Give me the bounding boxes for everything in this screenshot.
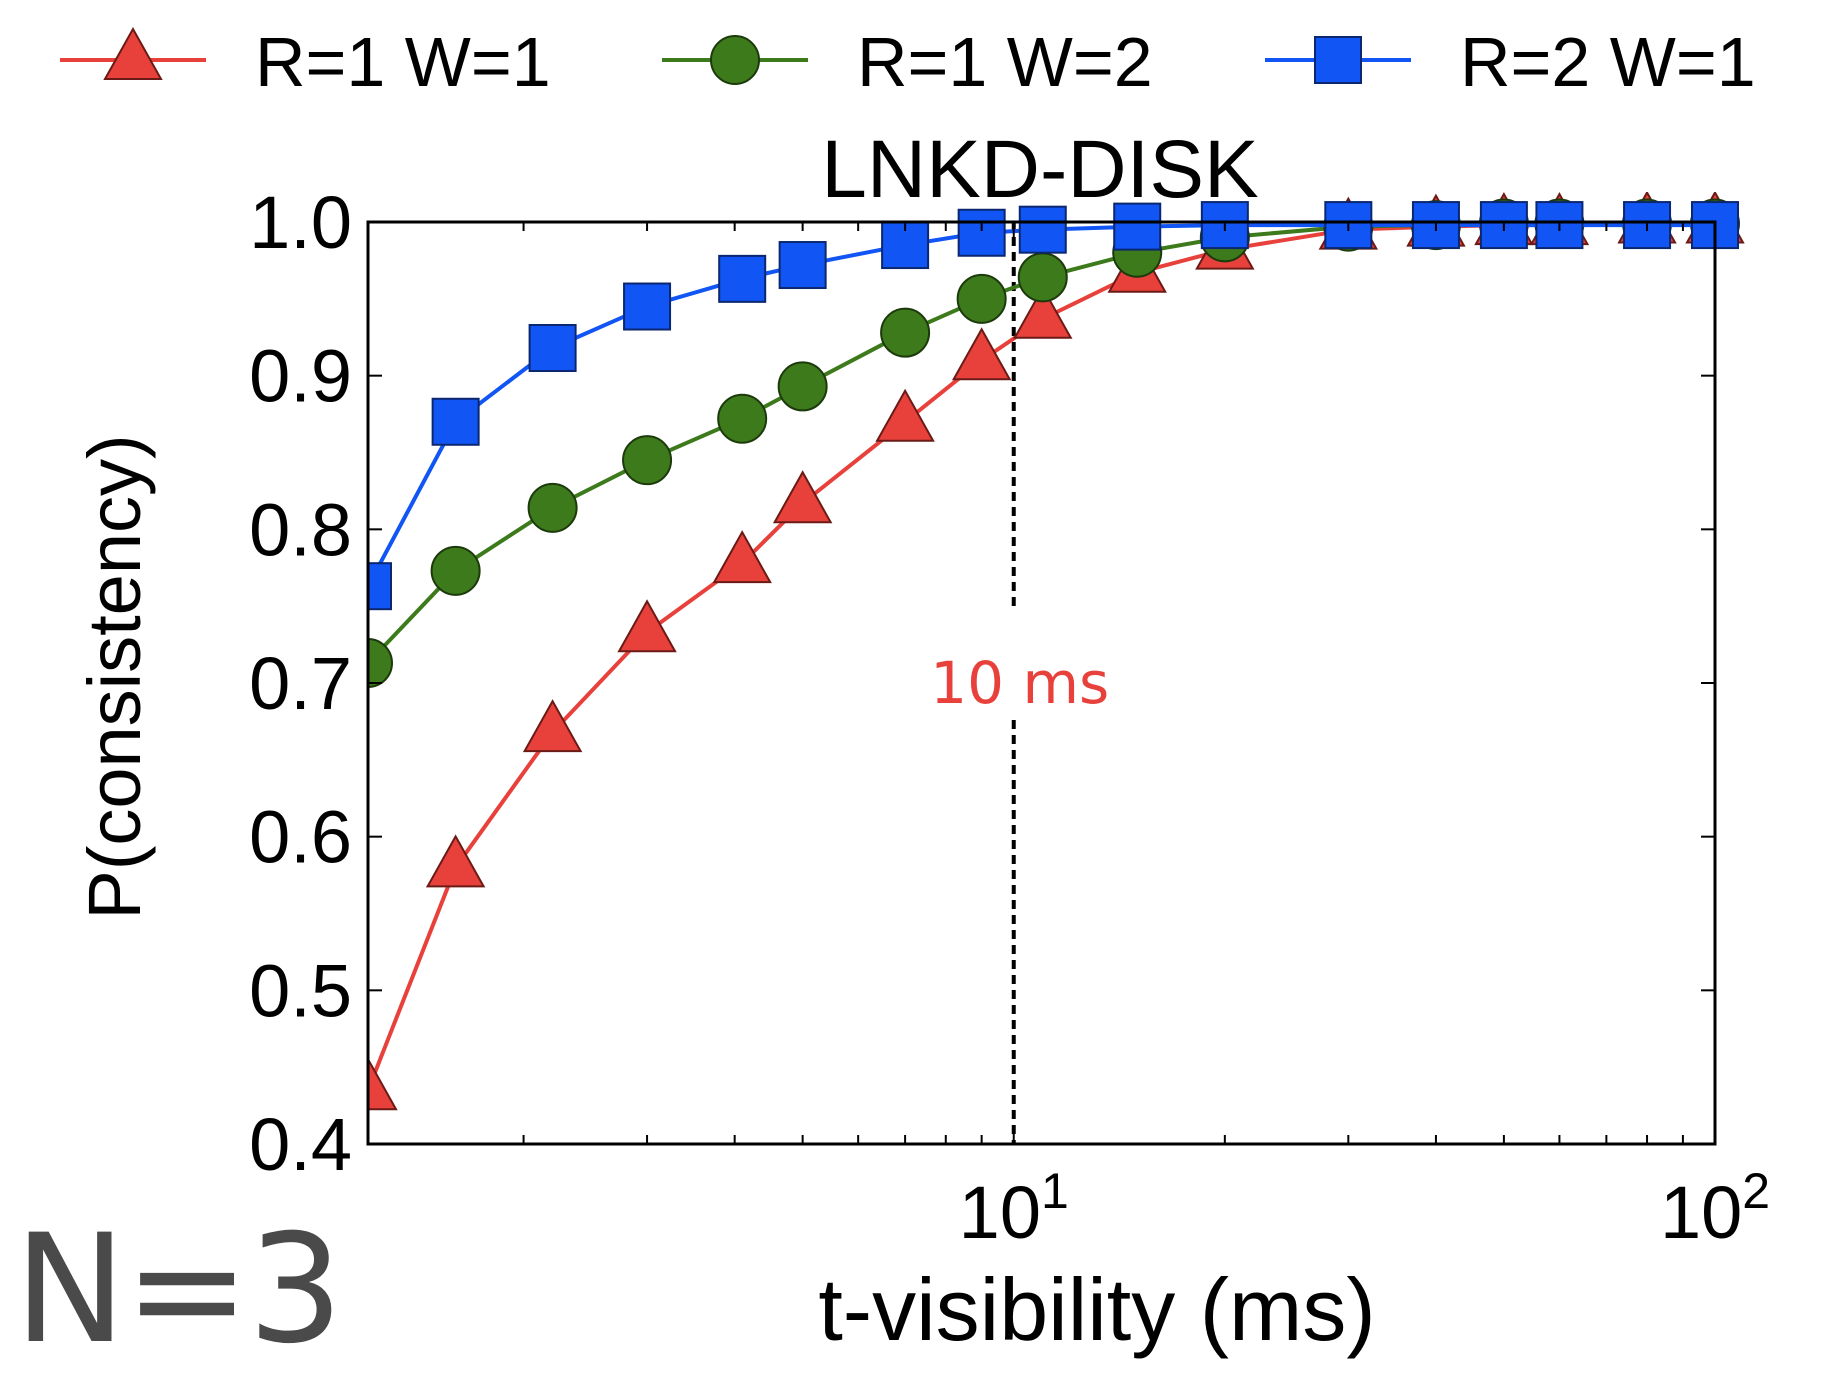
data-point — [880, 307, 931, 358]
data-point — [430, 545, 481, 596]
axes: 0.4 0.5 0.6 0.7 0.8 0.9 1.0 101 102 — [249, 181, 1770, 1254]
data-point — [431, 397, 480, 446]
data-point — [1018, 205, 1067, 254]
legend-item: R=2 W=1 — [1265, 23, 1756, 101]
data-point — [712, 530, 772, 584]
data-point — [1013, 285, 1073, 339]
annotation-label: 10 ms — [930, 649, 1109, 717]
y-tick-label: 0.7 — [249, 642, 352, 725]
data-point — [777, 361, 828, 412]
legend: R=1 W=1 R=1 W=2 R=2 W=1 — [60, 23, 1756, 101]
data-point — [623, 282, 672, 331]
x-tick-label: 102 — [1660, 1163, 1770, 1254]
legend-item: R=1 W=2 — [662, 23, 1153, 101]
x-axis-label: t-visibility (ms) — [818, 1260, 1375, 1359]
data-point — [528, 324, 577, 373]
y-tick-label: 0.5 — [249, 949, 352, 1032]
legend-marker — [103, 26, 163, 80]
x-tick-label: 101 — [959, 1163, 1069, 1254]
data-point — [368, 562, 392, 611]
data-point — [622, 435, 673, 486]
legend-label: R=2 W=1 — [1460, 23, 1756, 101]
data-point — [778, 241, 827, 290]
y-tick-label: 0.8 — [249, 488, 352, 571]
y-tick-label: 1.0 — [249, 181, 352, 264]
legend-label: R=1 W=2 — [857, 23, 1153, 101]
legend-marker — [1314, 36, 1362, 84]
data-point — [368, 1057, 398, 1111]
y-tick-label: 0.6 — [249, 796, 352, 879]
n-replicas-label: N=3 — [14, 1203, 343, 1377]
chart-title: LNKD-DISK — [821, 124, 1258, 215]
data-point — [717, 393, 768, 444]
data-point — [957, 208, 1006, 257]
y-tick-label: 0.9 — [249, 335, 352, 418]
data-point — [1113, 202, 1162, 251]
data-point — [425, 834, 486, 888]
y-axis-label: P(consistency) — [73, 434, 156, 919]
series-square — [368, 201, 1739, 611]
data-point — [772, 470, 833, 524]
data-point — [1017, 252, 1068, 303]
data-point — [1623, 201, 1672, 250]
data-point — [718, 254, 767, 303]
legend-label: R=1 W=1 — [255, 23, 551, 101]
data-point — [522, 699, 583, 753]
legend-marker — [710, 35, 760, 85]
data-point — [527, 482, 578, 533]
legend-item: R=1 W=1 — [60, 23, 551, 101]
data-point — [368, 638, 393, 689]
data-point — [951, 327, 1012, 381]
data-point — [617, 599, 677, 653]
y-tick-label: 0.4 — [249, 1103, 352, 1186]
data-point — [875, 388, 935, 442]
series-circle — [368, 198, 1740, 689]
data-point — [956, 273, 1007, 324]
plot-area: 10 ms — [368, 192, 1745, 1144]
